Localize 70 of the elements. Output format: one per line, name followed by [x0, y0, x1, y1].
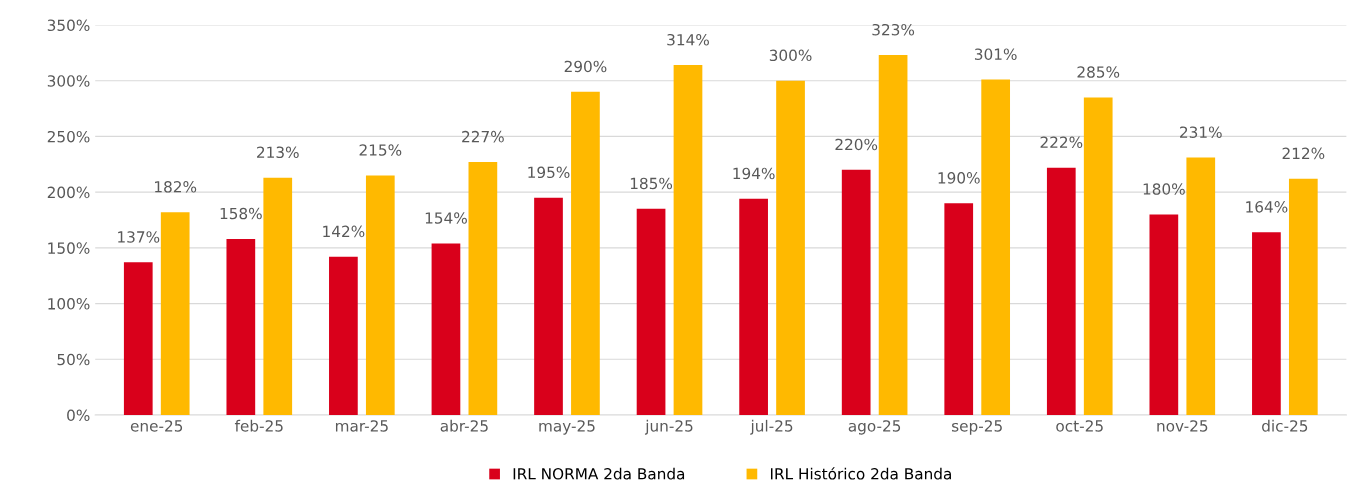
y-tick-label: 150%	[48, 242, 90, 254]
data-label: 154%	[425, 212, 467, 224]
bar	[776, 80, 805, 415]
bar	[534, 197, 563, 415]
bar	[1083, 97, 1113, 415]
data-label: 301%	[974, 48, 1017, 60]
bar	[226, 238, 256, 415]
x-tick-label: oct-25	[1056, 420, 1103, 432]
y-tick-label: 300%	[47, 75, 90, 87]
bar	[878, 55, 908, 415]
data-label: 180%	[1143, 183, 1185, 195]
bar	[1186, 157, 1216, 415]
data-label: 220%	[835, 138, 878, 151]
bar	[1252, 232, 1281, 415]
x-tick-label: jun-25	[644, 419, 693, 435]
bar	[944, 203, 974, 415]
bar	[739, 198, 768, 415]
x-tick-label: may-25	[539, 420, 595, 435]
x-tick-label: sep-25	[952, 420, 1002, 435]
x-tick-label: nov-25	[1157, 420, 1208, 432]
bar	[1288, 178, 1318, 415]
data-label: 182%	[155, 181, 197, 193]
y-tick-label: 0%	[67, 409, 90, 422]
data-label: 227%	[462, 130, 504, 143]
data-label: 142%	[323, 225, 365, 238]
legend-label: IRL Histórico 2da Banda	[770, 467, 951, 480]
bar	[1149, 214, 1179, 415]
bar	[365, 175, 395, 415]
bar	[123, 262, 153, 415]
bar	[1046, 167, 1076, 415]
x-tick-label: mar-25	[335, 420, 388, 432]
data-label: 195%	[528, 166, 570, 179]
data-label: 290%	[564, 60, 607, 73]
bar	[329, 256, 358, 415]
bar	[673, 65, 703, 415]
data-label: 314%	[667, 33, 709, 46]
bar	[571, 91, 600, 415]
x-tick-label: abr-25	[440, 419, 488, 432]
data-label: 164%	[1246, 201, 1288, 213]
bar	[841, 169, 871, 415]
bar	[981, 79, 1011, 415]
bar	[431, 243, 461, 415]
data-label: 215%	[359, 144, 402, 156]
bar	[468, 162, 498, 415]
data-label: 194%	[733, 167, 775, 180]
y-tick-label: 200%	[47, 186, 90, 199]
y-tick-label: 50%	[57, 353, 90, 366]
data-label: 231%	[1180, 126, 1222, 138]
y-tick-label: 100%	[48, 298, 90, 310]
data-label: 158%	[220, 207, 262, 220]
data-label: 185%	[630, 177, 673, 190]
data-label: 222%	[1040, 136, 1083, 148]
bar	[263, 177, 293, 415]
data-label: 212%	[1282, 147, 1325, 160]
x-tick-label: ene-25	[130, 420, 183, 432]
x-tick-label: feb-25	[234, 419, 283, 432]
data-label: 300%	[769, 49, 812, 62]
data-label: 137%	[118, 231, 160, 243]
x-tick-label: jul-25	[750, 419, 793, 435]
legend-label: IRL NORMA 2da Banda	[513, 467, 685, 480]
bar	[160, 212, 190, 415]
data-label: 190%	[938, 172, 980, 184]
y-tick-label: 250%	[47, 130, 90, 143]
data-label: 323%	[872, 23, 915, 36]
bar	[636, 208, 666, 415]
x-tick-label: dic-25	[1262, 419, 1308, 432]
y-tick-label: 350%	[47, 19, 90, 32]
data-label: 285%	[1077, 66, 1120, 78]
x-tick-label: ago-25	[848, 420, 901, 435]
data-label: 213%	[257, 146, 299, 159]
